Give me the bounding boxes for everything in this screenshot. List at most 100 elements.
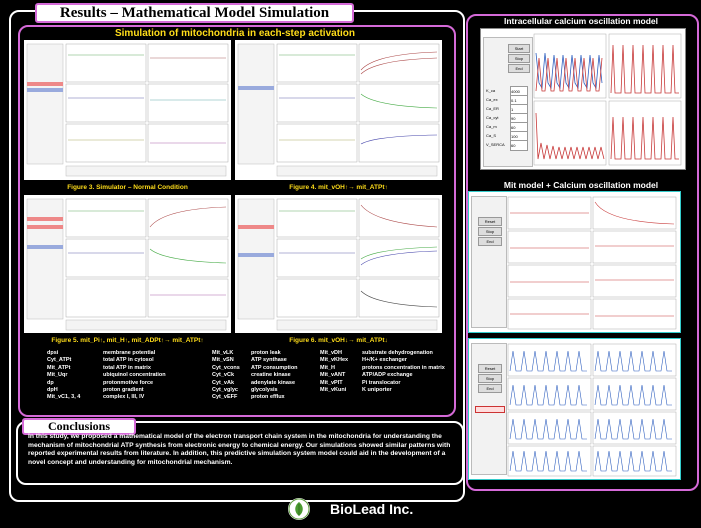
conclusions-title: Conclusions	[22, 418, 136, 435]
param-row: Ca_ex 0.1	[486, 95, 530, 106]
simulator-plots-1	[26, 43, 229, 177]
mitca-control-panel-2: Reset Stop End	[471, 343, 507, 475]
glossary-desc: protonmotive force	[103, 379, 154, 386]
mit-calcium-window-1: Reset Stop End	[468, 191, 681, 333]
glossary-term: Cyt_vglyc	[212, 387, 238, 394]
mit-calcium-model-title: Mit model + Calcium oscillation model	[503, 180, 659, 190]
glossary-desc: K uniporter	[362, 387, 392, 394]
glossary-desc: substrate dehydrogenation	[362, 350, 433, 356]
glossary-desc: proton gradient	[103, 387, 144, 394]
glossary-desc: protons concentration in matrix	[362, 364, 445, 371]
glossary-desc: proton leak	[251, 350, 281, 356]
glossary-term: Mit_vDH	[320, 350, 343, 356]
glossary-term: Mit_ATPt	[47, 364, 71, 371]
glossary-term: Mit_vLK	[212, 350, 234, 356]
calcium-control-panel: Start Stop End K_ca 4000 Ca_ex 0.1 Ca_ER…	[483, 37, 533, 167]
param-row: Ca_cyt 90	[486, 113, 530, 124]
stop-button[interactable]: Stop	[478, 374, 502, 383]
page-title: Results – Mathematical Model Simulation	[35, 3, 354, 23]
simulator-screenshot-3	[24, 195, 231, 333]
glossary-term: Cyt_vAk	[212, 379, 235, 386]
glossary-desc: creatine kinase	[251, 372, 291, 379]
glossary-desc: ubiquinol concentration	[103, 372, 166, 379]
glossary-col-2-terms: Mit_vLK Mit_vSN Cyt_vcons Cyt_vCk Cyt_vA…	[212, 350, 257, 402]
glossary-term: Cyt_ATPt	[47, 357, 72, 364]
param-name: Ca_cyt	[486, 115, 499, 120]
reset-button[interactable]: Reset	[478, 364, 502, 373]
glossary-desc: total ATP in cytosol	[103, 357, 154, 364]
glossary-desc: proton efflux	[251, 394, 285, 401]
figure-caption-3: Figure 5. mit_Pi↑, mit_H↑, mit_ADPt↑→ mi…	[51, 337, 204, 344]
simulator-plots-2	[237, 43, 440, 177]
glossary-col-3-descs: substrate dehydrogenation H+/K+ exchange…	[362, 350, 457, 394]
simulator-screenshot-2	[235, 40, 442, 180]
end-button[interactable]: End	[478, 384, 502, 393]
calcium-param-list: K_ca 4000 Ca_ex 0.1 Ca_ER 1 Ca_cyt 90 Ca…	[486, 86, 530, 151]
param-name: K_ca	[486, 88, 496, 93]
glossary-term: Cyt_vEFF	[212, 394, 238, 401]
reset-button[interactable]: Reset	[478, 217, 502, 226]
biolead-logo-icon	[288, 498, 310, 520]
param-name: V_SERCA	[486, 142, 505, 147]
mitca-plots-2	[507, 343, 677, 477]
stop-button[interactable]: Stop	[508, 54, 530, 63]
glossary-col-2-descs: proton leak ATP synthase ATP consumption…	[251, 350, 316, 402]
glossary-desc: membrane potential	[103, 350, 156, 356]
glossary-term: Mit_vC1, 3, 4	[47, 394, 81, 401]
param-row: Ca_S 100	[486, 131, 530, 142]
simulation-title: Simulation of mitochondria in each-step …	[114, 28, 356, 39]
simulation-frame	[18, 25, 456, 417]
start-button[interactable]: Start	[508, 44, 530, 53]
conclusions-frame	[16, 421, 464, 485]
right-frame	[466, 14, 699, 491]
company-name: BioLead Inc.	[330, 501, 414, 517]
calcium-oscillation-plots	[533, 33, 682, 166]
conclusions-text: In this study, we proposed a mathematica…	[28, 433, 451, 466]
param-name: Ca_ex	[486, 97, 498, 102]
mit-calcium-window-2: Reset Stop End	[468, 338, 681, 480]
param-value[interactable]: 60	[510, 140, 528, 151]
glossary-col-1-terms: dpsi Cyt_ATPt Mit_ATPt Mit_Uqr dp dpH Mi…	[47, 350, 97, 402]
param-row: V_SERCA 60	[486, 140, 530, 151]
figure-caption-1: Figure 3. Simulator – Normal Condition	[67, 184, 188, 191]
simulator-plots-4	[237, 198, 440, 331]
param-row: K_ca 4000	[486, 86, 530, 97]
end-button[interactable]: End	[478, 237, 502, 246]
glossary-desc: ATP/ADP exchange	[362, 372, 413, 379]
simulator-plots-3	[26, 198, 229, 331]
mitca-control-panel-1: Reset Stop End	[471, 196, 507, 328]
figure-caption-4: Figure 6. mit_vOH↓→ mit_ATPt↓	[289, 337, 388, 344]
glossary-col-3-terms: Mit_vDH Mit_vKHex Mit_H Mit_vANT Mit_vPI…	[320, 350, 362, 394]
glossary-desc: Pi translocator	[362, 379, 401, 386]
glossary-desc: complex I, III, IV	[103, 394, 145, 401]
glossary-term: Mit_H	[320, 364, 335, 371]
calcium-model-title: Intracellular calcium oscillation model	[504, 16, 658, 26]
end-button[interactable]: End	[508, 64, 530, 73]
calcium-simulator-window: Start Stop End K_ca 4000 Ca_ex 0.1 Ca_ER…	[480, 28, 686, 170]
glossary-desc: ATP consumption	[251, 364, 298, 371]
glossary-desc: total ATP in matrix	[103, 364, 151, 371]
glossary-desc: glycolysis	[251, 387, 278, 394]
glossary-term: dp	[47, 379, 54, 386]
param-name: Ca_ER	[486, 106, 499, 111]
simulator-screenshot-4	[235, 195, 442, 333]
glossary-desc: adenylate kinase	[251, 379, 296, 386]
glossary-col-1-descs: membrane potential total ATP in cytosol …	[103, 350, 195, 402]
glossary-term: Mit_vKHex	[320, 357, 349, 364]
glossary-term: Cyt_vcons	[212, 364, 240, 371]
glossary-desc: ATP synthase	[251, 357, 287, 364]
param-row: Ca_m 60	[486, 122, 530, 133]
glossary-term: Mit_Uqr	[47, 372, 68, 379]
figure-caption-2: Figure 4. mit_vOH↑→ mit_ATPt↑	[289, 184, 388, 191]
glossary-term: Mit_vSN	[212, 357, 234, 364]
selected-option-box[interactable]	[475, 406, 505, 413]
param-row: Ca_ER 1	[486, 104, 530, 115]
glossary-term: Mit_vPIT	[320, 379, 343, 386]
glossary-term: Mit_vANT	[320, 372, 346, 379]
param-name: Ca_S	[486, 133, 497, 138]
glossary-desc: H+/K+ exchanger	[362, 357, 407, 364]
stop-button[interactable]: Stop	[478, 227, 502, 236]
leaf-icon	[288, 498, 310, 520]
glossary-term: Mit_vKuni	[320, 387, 347, 394]
mitca-plots-1	[507, 196, 677, 330]
